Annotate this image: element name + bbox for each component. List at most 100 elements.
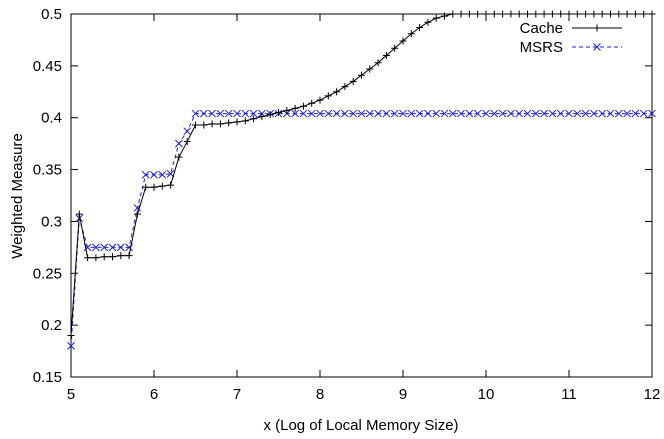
- data-point-cache: [67, 332, 75, 340]
- data-point-msrs: [324, 109, 333, 118]
- y-axis-title: Weighted Measure: [9, 133, 26, 259]
- x-tick-label: 9: [399, 386, 407, 403]
- data-point-cache: [266, 111, 274, 119]
- data-point-cache: [557, 10, 565, 18]
- data-point-msrs: [67, 342, 75, 350]
- data-point-cache: [474, 10, 482, 18]
- data-point-msrs: [390, 109, 399, 118]
- legend-marker-cache: [593, 24, 601, 32]
- y-tick-label: 0.35: [33, 162, 62, 179]
- data-point-cache: [109, 253, 116, 261]
- data-point-msrs: [175, 139, 183, 148]
- data-point-cache: [316, 96, 324, 104]
- data-point-cache: [499, 10, 507, 18]
- data-point-cache: [241, 117, 249, 125]
- x-tick-label: 6: [150, 386, 158, 403]
- y-axis-ticks: 0.15 0.2 0.25 0.3 0.35 0.4 0.45 0.5: [33, 6, 652, 386]
- data-point-cache: [233, 118, 241, 126]
- series-line-cache: [70, 13, 652, 336]
- data-point-cache: [333, 88, 341, 96]
- data-point-msrs: [648, 109, 656, 118]
- data-point-msrs: [531, 109, 540, 118]
- data-point-msrs: [233, 109, 241, 118]
- x-tick-label: 11: [561, 386, 577, 403]
- data-point-msrs: [498, 109, 507, 118]
- data-point-msrs: [432, 109, 441, 118]
- data-point-cache: [341, 83, 349, 91]
- data-point-cache: [250, 115, 258, 123]
- data-point-msrs: [191, 109, 200, 118]
- data-point-cache: [158, 182, 166, 190]
- data-point-msrs: [490, 109, 499, 118]
- data-point-cache: [283, 106, 291, 114]
- data-point-cache: [565, 10, 573, 18]
- x-axis-ticks: 5 6 7 8 9 10 11 12: [67, 14, 660, 403]
- data-point-cache: [382, 51, 390, 59]
- data-point-msrs: [299, 109, 308, 118]
- data-point-msrs: [556, 109, 565, 118]
- data-point-msrs: [208, 109, 216, 118]
- plot-frame: [70, 13, 653, 378]
- data-point-msrs: [332, 109, 341, 118]
- data-point-cache: [532, 10, 540, 18]
- data-point-msrs: [573, 109, 582, 118]
- series-line-msrs: [70, 113, 652, 346]
- data-point-cache: [540, 10, 548, 18]
- data-point-cache: [216, 120, 224, 128]
- data-point-msrs: [565, 109, 573, 118]
- data-point-msrs: [158, 170, 167, 179]
- data-point-cache: [299, 102, 307, 110]
- data-point-msrs: [598, 109, 607, 118]
- data-point-msrs: [307, 109, 316, 118]
- data-point-cache: [275, 109, 282, 117]
- y-tick-label: 0.4: [41, 110, 62, 127]
- data-point-cache: [391, 44, 399, 52]
- data-point-cache: [125, 252, 133, 260]
- data-point-cache: [167, 181, 175, 189]
- x-tick-label: 10: [478, 386, 495, 403]
- data-point-cache: [175, 153, 183, 161]
- data-point-cache: [573, 10, 581, 18]
- legend: Cache MSRS: [520, 20, 622, 56]
- data-point-msrs: [590, 109, 598, 118]
- data-point-cache: [598, 10, 606, 18]
- data-point-msrs: [473, 109, 482, 118]
- data-point-cache: [75, 210, 83, 218]
- data-point-cache: [208, 120, 216, 128]
- data-point-cache: [524, 10, 531, 18]
- data-point-cache: [142, 183, 150, 191]
- data-point-cache: [324, 92, 332, 100]
- data-point-cache: [225, 119, 233, 127]
- data-point-msrs: [482, 109, 490, 118]
- data-point-msrs: [548, 109, 557, 118]
- data-point-msrs: [407, 109, 416, 118]
- data-point-msrs: [523, 109, 532, 118]
- y-tick-label: 0.2: [41, 317, 62, 334]
- y-tick-label: 0.15: [33, 369, 62, 386]
- data-point-msrs: [291, 109, 299, 118]
- data-point-msrs: [116, 243, 125, 252]
- data-point-cache: [615, 10, 623, 18]
- data-point-cache: [590, 10, 598, 18]
- data-point-msrs: [382, 109, 391, 118]
- data-point-cache: [449, 10, 457, 18]
- data-point-cache: [100, 253, 108, 261]
- data-point-msrs: [100, 243, 109, 252]
- data-point-cache: [457, 10, 465, 18]
- data-point-cache: [607, 10, 614, 18]
- data-point-msrs: [465, 109, 474, 118]
- data-point-cache: [441, 12, 448, 20]
- x-tick-label: 7: [233, 386, 241, 403]
- data-point-msrs: [399, 109, 407, 118]
- x-tick-label: 8: [316, 386, 324, 403]
- data-point-cache: [432, 14, 440, 22]
- data-point-msrs: [631, 109, 640, 118]
- data-point-cache: [507, 10, 515, 18]
- data-point-msrs: [515, 109, 524, 118]
- data-point-msrs: [448, 109, 457, 118]
- data-point-msrs: [365, 109, 374, 118]
- data-point-msrs: [457, 109, 465, 118]
- data-point-cache: [150, 183, 158, 191]
- data-point-msrs: [639, 109, 648, 118]
